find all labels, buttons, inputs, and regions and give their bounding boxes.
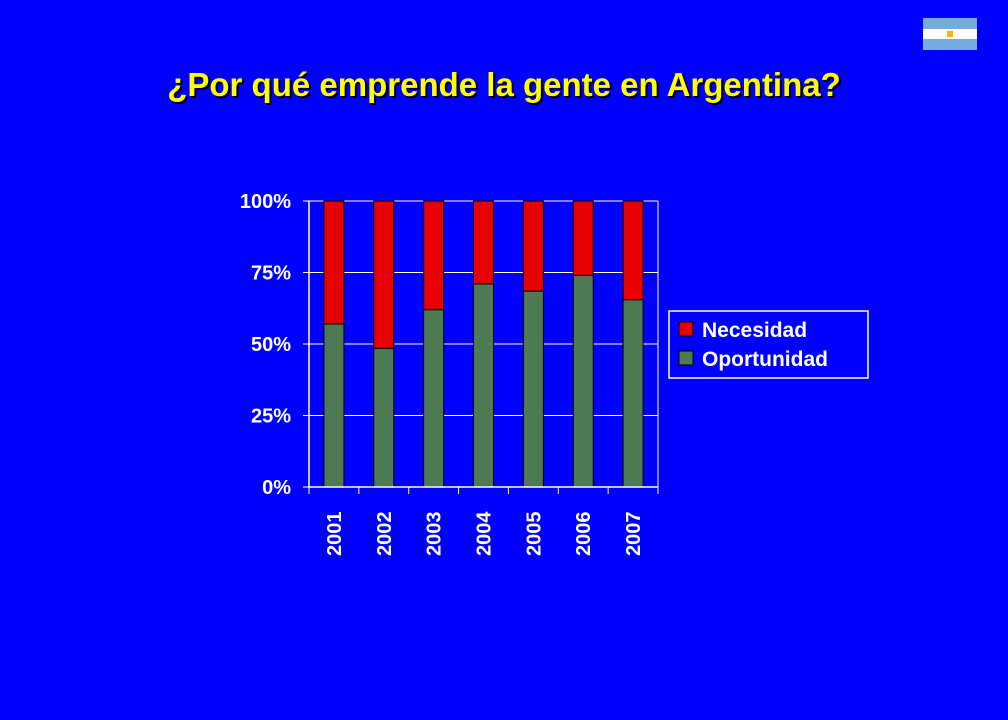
bar-necesidad bbox=[423, 200, 445, 311]
bar-oportunidad bbox=[323, 323, 345, 488]
bar-oportunidad bbox=[473, 283, 494, 488]
bar-oportunidad bbox=[373, 347, 395, 488]
x-tick-label: 2006 bbox=[573, 512, 595, 557]
legend-label: Oportunidad bbox=[702, 348, 828, 371]
legend-label: Necesidad bbox=[702, 319, 807, 342]
slide-title: ¿Por qué emprende la gente en Argentina? bbox=[167, 66, 841, 103]
bar-necesidad bbox=[373, 200, 395, 349]
bar-oportunidad bbox=[572, 274, 594, 488]
bar-necesidad bbox=[522, 200, 544, 292]
bar-oportunidad bbox=[622, 299, 644, 488]
legend-box bbox=[668, 310, 869, 379]
flag-sun bbox=[947, 31, 953, 37]
bar-necesidad bbox=[622, 200, 644, 301]
bar-oportunidad bbox=[522, 290, 544, 488]
y-tick-label: 0% bbox=[262, 477, 291, 499]
bar-necesidad bbox=[323, 200, 345, 325]
y-tick-label: 50% bbox=[251, 334, 291, 356]
x-tick-label: 2003 bbox=[424, 512, 446, 557]
bar-necesidad bbox=[572, 200, 594, 276]
legend-swatch bbox=[678, 321, 694, 337]
bar-necesidad bbox=[473, 200, 494, 285]
y-tick-label: 75% bbox=[251, 263, 291, 285]
x-tick-label: 2007 bbox=[623, 512, 645, 557]
x-tick-label: 2002 bbox=[374, 512, 396, 557]
y-tick-label: 25% bbox=[251, 406, 291, 428]
x-tick-label: 2005 bbox=[523, 512, 545, 557]
flag-bottom-stripe bbox=[923, 39, 977, 50]
y-tick-label: 100% bbox=[240, 191, 291, 213]
argentina-flag-icon bbox=[923, 18, 977, 50]
x-tick-label: 2004 bbox=[474, 511, 496, 556]
bar-oportunidad bbox=[423, 309, 445, 488]
legend-swatch bbox=[678, 350, 694, 366]
flag-top-stripe bbox=[923, 18, 977, 29]
x-tick-label: 2001 bbox=[324, 512, 346, 557]
